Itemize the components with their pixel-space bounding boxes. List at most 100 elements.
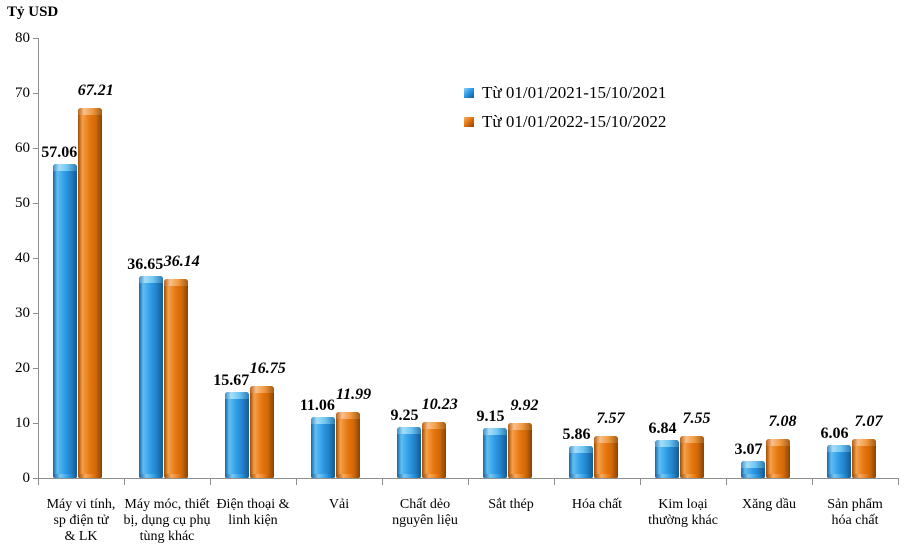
- value-label-2021: 36.65: [127, 256, 164, 273]
- value-label-2021: 9.15: [476, 408, 505, 425]
- bar-2021: 11.06: [300, 397, 335, 478]
- bar-2021: 6.06: [821, 425, 851, 478]
- value-label-2021: 11.06: [299, 397, 335, 414]
- legend-swatch-2021-icon: [464, 88, 474, 98]
- y-axis-tick-label: 60: [15, 140, 30, 156]
- value-label-2022: 7.08: [768, 413, 797, 430]
- legend-label-2022: Từ 01/01/2022-15/10/2022: [482, 112, 667, 131]
- value-label-2022: 9.92: [510, 397, 539, 414]
- bar-2022: 67.21: [78, 82, 114, 478]
- bar-2021: 9.25: [391, 407, 421, 478]
- bar-2022: 16.75: [250, 360, 286, 478]
- value-label-2022: 7.57: [596, 410, 625, 427]
- x-axis-tick: [296, 478, 297, 485]
- category-group: 6.84 7.55: [640, 38, 726, 478]
- bar-2021: 5.86: [563, 426, 593, 478]
- bar-2022: 7.07: [852, 413, 882, 478]
- x-axis-tick: [898, 478, 899, 485]
- x-axis-tick: [726, 478, 727, 485]
- category-group: 57.06 67.21: [38, 38, 124, 478]
- x-axis-label: Điện thoại & linh kiện: [216, 497, 290, 528]
- y-axis-tick: [33, 478, 38, 479]
- y-axis-tick: [33, 148, 38, 149]
- legend-item-2021: Từ 01/01/2021-15/10/2021: [464, 83, 666, 103]
- legend-swatch-2022-icon: [464, 117, 474, 127]
- x-axis-tick: [468, 478, 469, 485]
- category-group: 15.67 16.75: [210, 38, 296, 478]
- category-group: 6.06 7.07: [812, 38, 898, 478]
- y-axis-tick-label: 30: [15, 305, 30, 321]
- x-axis-label: Vải: [328, 497, 350, 512]
- x-axis-tick: [382, 478, 383, 485]
- bar-2021: 6.84: [649, 420, 679, 478]
- category-group: 9.25 10.23: [382, 38, 468, 478]
- y-axis-tick-label: 50: [15, 195, 30, 211]
- value-label-2022: 7.07: [854, 413, 883, 430]
- value-label-2021: 3.07: [734, 441, 763, 458]
- y-axis-tick: [33, 203, 38, 204]
- bar-2022: 7.55: [680, 410, 710, 478]
- category-group: 5.86 7.57: [554, 38, 640, 478]
- bar-2021: 36.65: [127, 256, 163, 478]
- bar-2021: 57.06: [41, 144, 77, 478]
- x-axis-label: Hóa chất: [571, 497, 623, 512]
- bar-2021: 9.15: [477, 408, 507, 478]
- x-axis-tick: [38, 478, 39, 485]
- value-label-2022: 11.99: [336, 386, 372, 403]
- bar-2022: 10.23: [422, 396, 458, 478]
- y-axis-tick: [33, 368, 38, 369]
- x-axis-label: Máy vi tính, sp điện tử & LK: [46, 497, 116, 544]
- x-axis-label: Xăng dầu: [741, 497, 797, 512]
- bar-2022: 7.08: [766, 413, 796, 478]
- y-axis-tick-label: 10: [15, 415, 30, 431]
- y-axis-tick: [33, 258, 38, 259]
- category-group: 3.07 7.08: [726, 38, 812, 478]
- value-label-2021: 9.25: [390, 407, 419, 424]
- y-axis-tick-label: 40: [15, 250, 30, 266]
- y-axis-tick-label: 80: [15, 30, 30, 46]
- y-axis-tick-label: 20: [15, 360, 30, 376]
- x-axis-tick: [640, 478, 641, 485]
- x-axis-tick: [210, 478, 211, 485]
- value-label-2021: 57.06: [41, 144, 78, 161]
- x-axis-label: Sản phẩm hóa chất: [827, 497, 883, 528]
- value-label-2021: 6.06: [820, 425, 849, 442]
- value-label-2022: 67.21: [77, 82, 114, 99]
- y-axis-tick: [33, 423, 38, 424]
- category-group: 36.65 36.14: [124, 38, 210, 478]
- legend-label-2021: Từ 01/01/2021-15/10/2021: [482, 83, 667, 102]
- y-axis-line: [38, 38, 39, 479]
- y-axis-tick: [33, 313, 38, 314]
- x-axis-label: Máy móc, thiết bị, dụng cụ phụ tùng khác: [123, 497, 211, 544]
- legend: Từ 01/01/2021-15/10/2021 Từ 01/01/2022-1…: [464, 83, 666, 141]
- y-axis-tick: [33, 38, 38, 39]
- y-axis-tick-label: 0: [22, 470, 31, 486]
- value-label-2021: 6.84: [648, 420, 677, 437]
- value-label-2022: 16.75: [249, 360, 286, 377]
- x-axis-tick: [124, 478, 125, 485]
- value-label-2021: 15.67: [213, 372, 250, 389]
- x-axis-tick: [812, 478, 813, 485]
- bar-2022: 36.14: [164, 253, 200, 478]
- bar-2021: 15.67: [213, 372, 249, 478]
- value-label-2021: 5.86: [562, 426, 591, 443]
- value-label-2022: 36.14: [163, 253, 200, 270]
- x-axis-line: [33, 478, 899, 479]
- x-axis-label: Kim loại thường khác: [648, 497, 718, 528]
- x-axis-label: Sắt thép: [488, 497, 534, 512]
- y-axis-tick-label: 70: [15, 85, 30, 101]
- category-group: 9.15 9.92: [468, 38, 554, 478]
- bar-2022: 11.99: [336, 386, 371, 478]
- legend-item-2022: Từ 01/01/2022-15/10/2022: [464, 112, 666, 132]
- bar-2022: 7.57: [594, 410, 624, 478]
- value-label-2022: 10.23: [421, 396, 458, 413]
- y-axis-tick: [33, 93, 38, 94]
- x-axis-tick: [554, 478, 555, 485]
- category-group: 11.06 11.99: [296, 38, 382, 478]
- x-axis-label: Chất dẻo nguyên liệu: [392, 497, 458, 528]
- bar-2021: 3.07: [735, 441, 765, 478]
- bar-2022: 9.92: [508, 397, 538, 478]
- value-label-2022: 7.55: [682, 410, 711, 427]
- y-axis-title: Tỷ USD: [7, 4, 59, 20]
